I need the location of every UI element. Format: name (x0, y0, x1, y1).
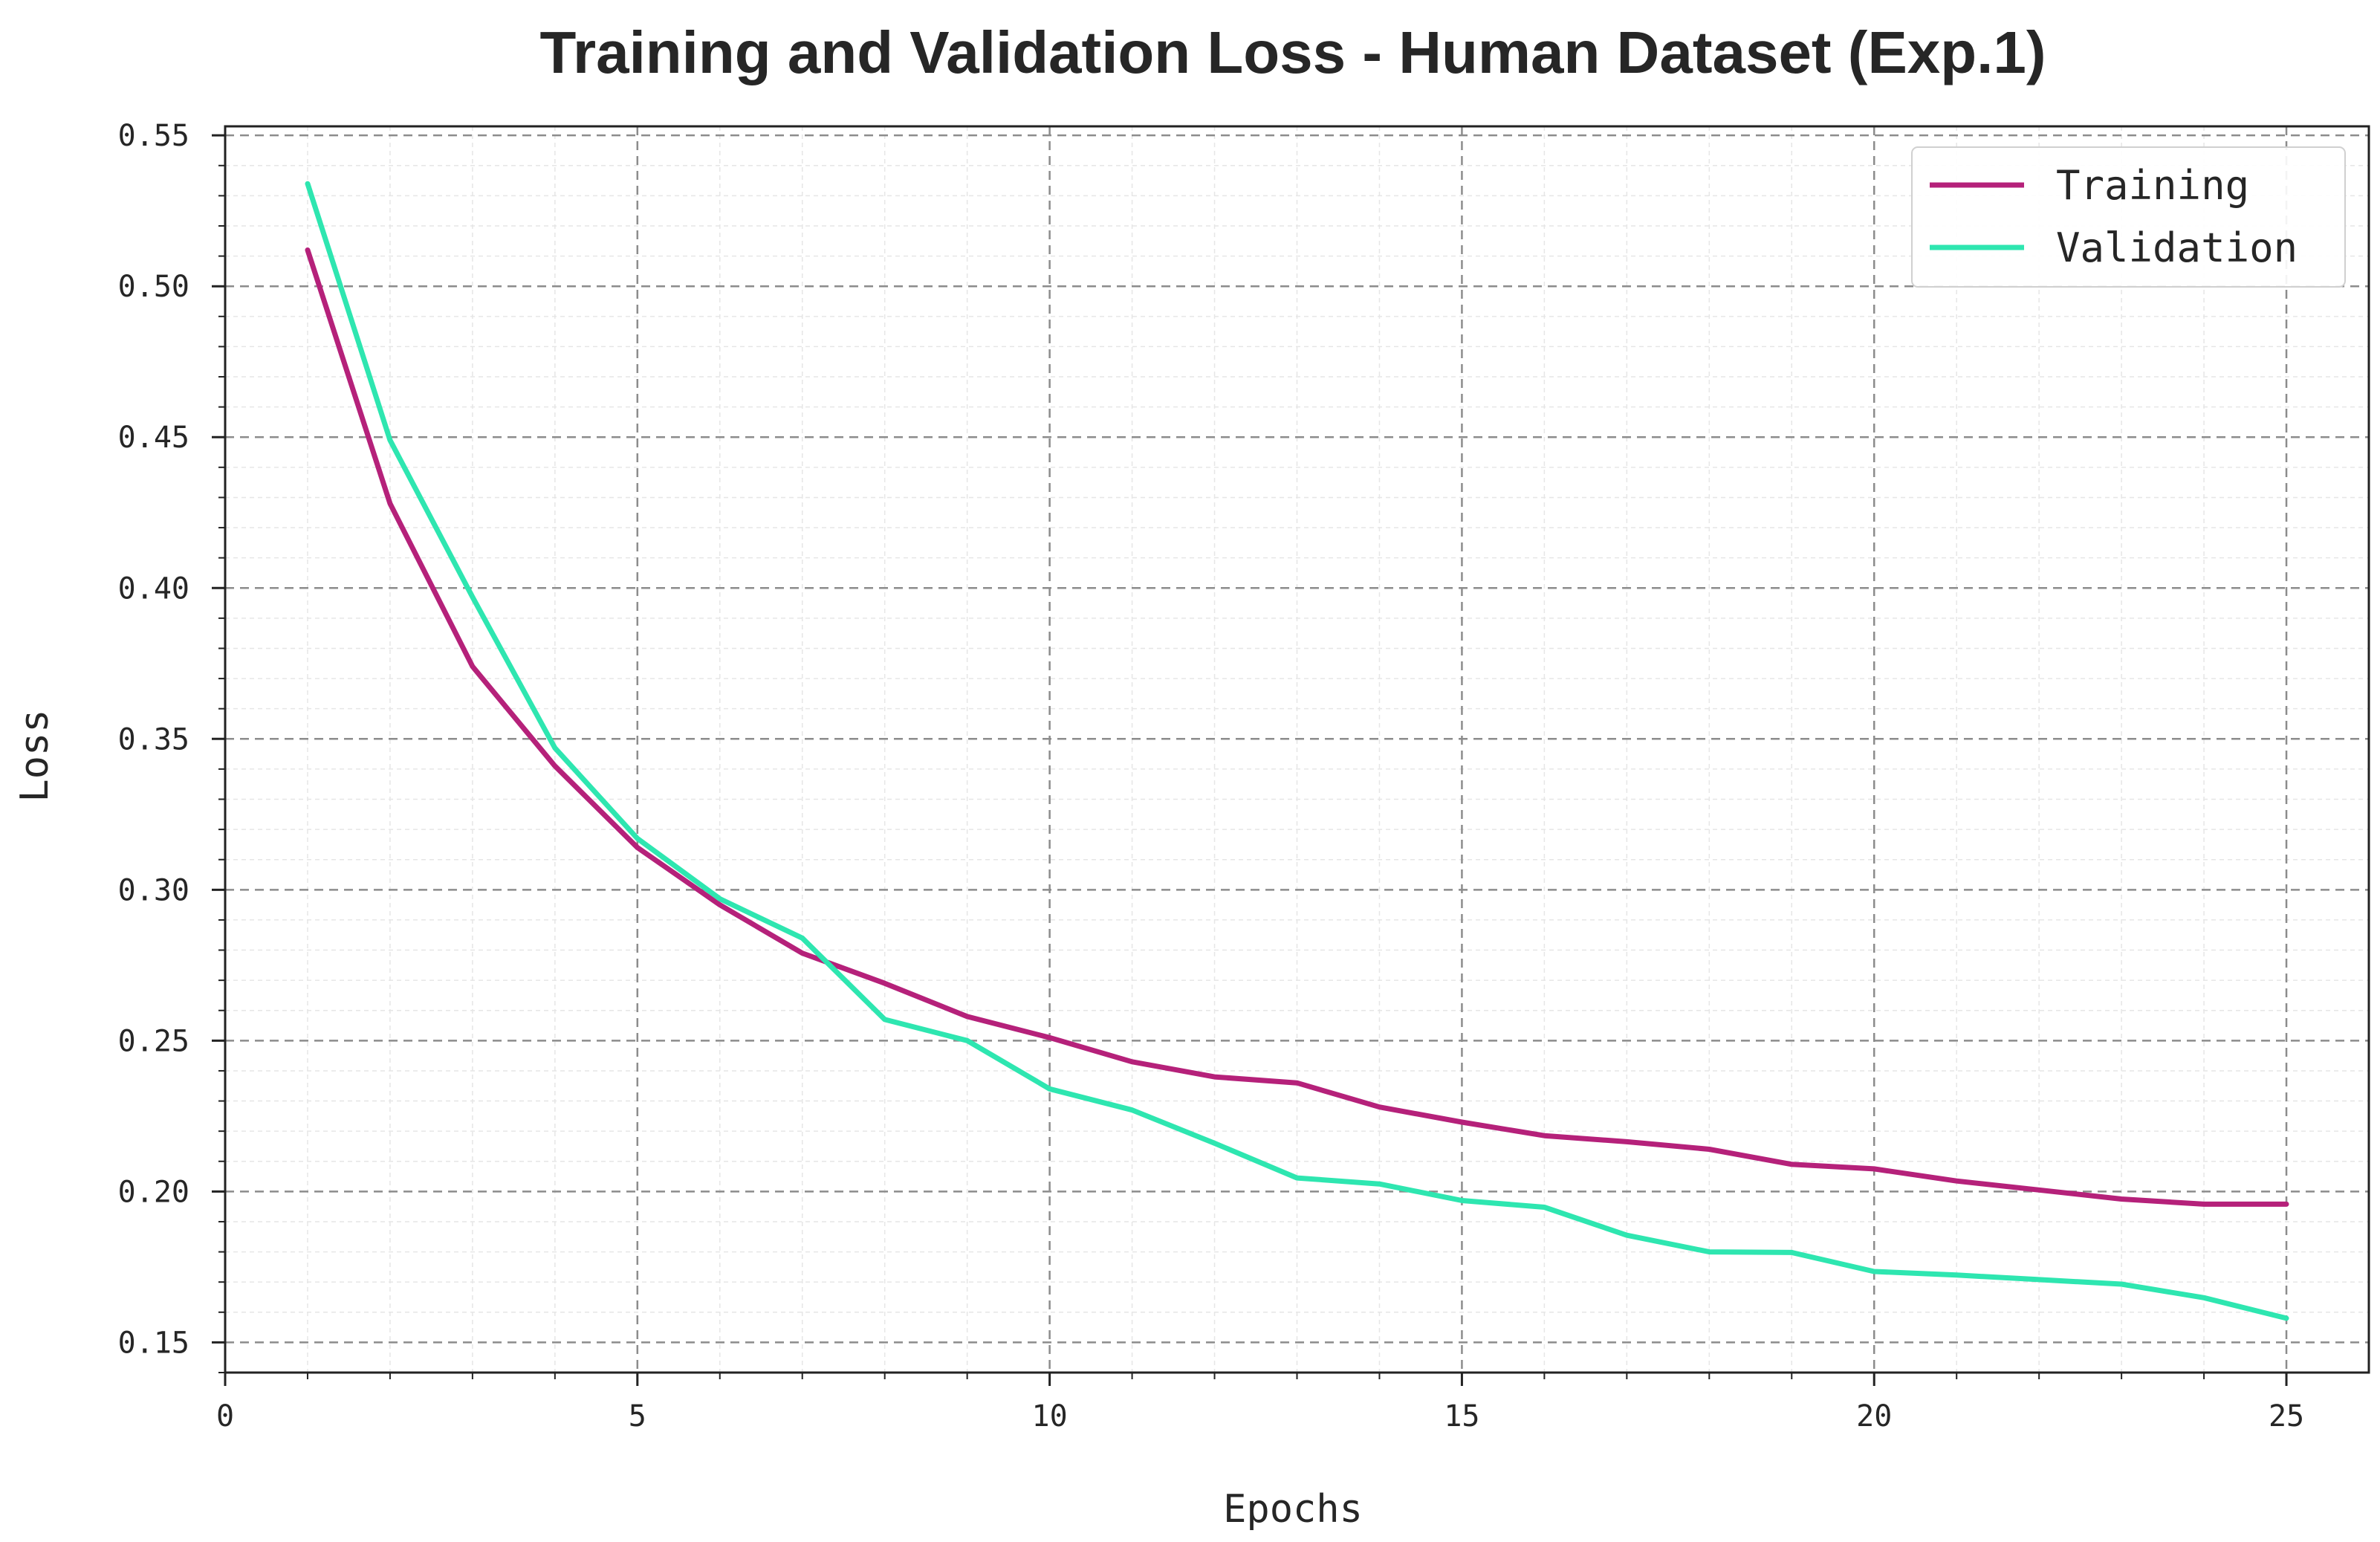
legend-label-training: Training (2056, 162, 2249, 209)
y-tick-label: 0.55 (118, 119, 189, 153)
y-tick-label: 0.35 (118, 722, 189, 757)
x-tick-label: 25 (2269, 1399, 2304, 1434)
legend: Training Validation (1911, 146, 2346, 288)
x-tick-labels: 0 5 10 15 20 25 (216, 1399, 2304, 1434)
series-line-training (305, 247, 2289, 1207)
series-line-validation (305, 181, 2289, 1321)
x-axis-label: Epochs (1223, 1487, 1363, 1532)
x-tick-label: 5 (629, 1399, 646, 1434)
x-tick-label: 10 (1032, 1399, 1068, 1434)
legend-box (1911, 146, 2346, 288)
y-tick-label: 0.25 (118, 1024, 189, 1058)
y-tick-labels: 0.15 0.20 0.25 0.30 0.35 0.40 0.45 0.50 0.55 (118, 119, 189, 1360)
y-tick-label: 0.30 (118, 873, 189, 907)
y-axis-label: Loss (13, 709, 57, 802)
y-tick-label: 0.45 (118, 421, 189, 455)
y-tick-label: 0.15 (118, 1326, 189, 1360)
x-tick-label: 0 (216, 1399, 234, 1434)
axis-ticks (212, 134, 2288, 1386)
x-tick-label: 20 (1856, 1399, 1892, 1434)
x-tick-label: 15 (1444, 1399, 1479, 1434)
y-tick-label: 0.50 (118, 270, 189, 304)
chart-title: Training and Validation Loss - Human Dat… (539, 19, 2046, 85)
legend-label-validation: Validation (2056, 224, 2298, 271)
series-layer (305, 181, 2289, 1321)
minor-grid (225, 126, 2369, 1373)
y-tick-label: 0.40 (118, 571, 189, 606)
y-tick-label: 0.20 (118, 1175, 189, 1209)
